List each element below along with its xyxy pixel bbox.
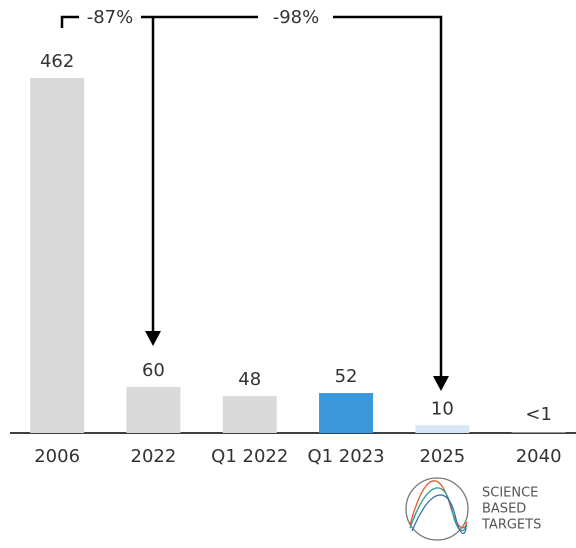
logo-icon	[405, 477, 469, 541]
bar	[415, 425, 470, 433]
value-label: 60	[142, 360, 165, 381]
logo-text: BASED	[482, 502, 526, 517]
annotation: -98%	[273, 7, 320, 28]
logo-text: TARGETS	[481, 518, 541, 533]
bar	[126, 386, 181, 433]
bracket	[60, 15, 79, 28]
x-tick-label: 2006	[34, 446, 80, 467]
value-label: 462	[40, 51, 74, 72]
x-tick-label: 2025	[419, 446, 465, 467]
bar	[222, 396, 277, 433]
x-tick-label: 2022	[131, 446, 177, 467]
bar	[30, 78, 85, 433]
value-label: 48	[238, 369, 261, 390]
annotation: -87%	[87, 7, 134, 28]
arrows	[60, 15, 443, 376]
value-label: 52	[335, 366, 358, 387]
value-label: <1	[525, 404, 552, 425]
arrowhead	[433, 376, 449, 391]
arrowhead	[145, 331, 161, 346]
bar	[319, 393, 374, 433]
x-tick-label: 2040	[516, 446, 562, 467]
x-tick-label: Q1 2023	[307, 446, 384, 467]
x-tick-label: Q1 2022	[211, 446, 288, 467]
logo-text: SCIENCE	[482, 486, 538, 501]
arrow	[333, 15, 443, 376]
value-label: 10	[431, 398, 454, 419]
